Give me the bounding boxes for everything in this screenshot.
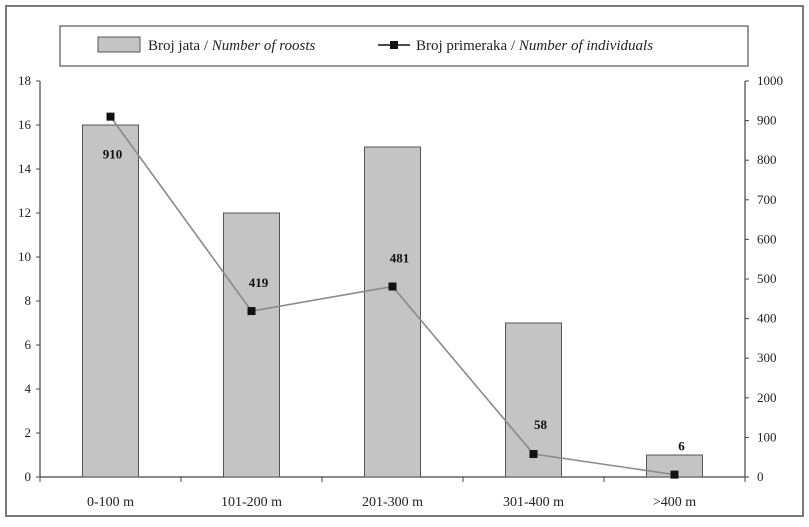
y-right-tick-label: 1000 [757, 73, 783, 88]
y-right-tick-label: 0 [757, 469, 764, 484]
y-left-tick-label: 10 [18, 249, 31, 264]
y-left-tick-label: 2 [25, 425, 32, 440]
y-left-tick-label: 6 [25, 337, 32, 352]
y-left-tick-label: 14 [18, 161, 32, 176]
y-left-tick-label: 18 [18, 73, 31, 88]
line-marker [670, 470, 679, 479]
line-series [106, 112, 679, 479]
y-right-tick-label: 900 [757, 113, 777, 128]
bar [223, 212, 280, 478]
x-tick-label: 101-200 m [221, 495, 282, 510]
y-left-tick-label: 12 [18, 205, 31, 220]
y-right-tick-label: 200 [757, 390, 777, 405]
axes: 0 2 4 6 8 10 12 14 16 18 0 100 200 300 400 500 600 700 800… [18, 73, 783, 510]
data-label: 481 [390, 251, 410, 266]
bar [364, 146, 421, 478]
y-left-tick-label: 16 [18, 117, 32, 132]
data-label: 58 [534, 417, 548, 432]
bar [82, 124, 139, 478]
line-marker [247, 307, 256, 316]
legend-line-label: Broj primeraka / Number of individuals [416, 38, 653, 54]
legend-bar-swatch [97, 36, 141, 53]
y-right-tick-label: 800 [757, 152, 777, 167]
data-labels: 910 419 481 58 6 [103, 147, 686, 454]
y-right-tick-label: 400 [757, 311, 777, 326]
y-right-tick-label: 600 [757, 231, 777, 246]
y-left-tick-label: 4 [25, 381, 32, 396]
legend: Broj jata / Number of roosts Broj primer… [59, 25, 749, 67]
line-marker [106, 112, 115, 121]
data-label: 6 [678, 439, 685, 454]
x-tick-label: 0-100 m [87, 495, 134, 510]
data-label: 910 [103, 147, 123, 162]
line-marker [388, 282, 397, 291]
y-left-tick-label: 8 [25, 293, 32, 308]
y-right-tick-label: 100 [757, 429, 777, 444]
legend-bar-label: Broj jata / Number of roosts [148, 38, 316, 54]
bar-series [82, 124, 703, 478]
x-tick-label: >400 m [653, 495, 696, 510]
x-tick-label: 301-400 m [503, 495, 564, 510]
y-right-tick-label: 700 [757, 192, 777, 207]
line-marker [529, 450, 538, 459]
data-label: 419 [249, 275, 269, 290]
legend-line-marker [390, 41, 398, 49]
y-right-tick-label: 300 [757, 350, 777, 365]
legend-box [59, 25, 749, 67]
x-tick-label: 201-300 m [362, 495, 423, 510]
y-left-tick-label: 0 [25, 469, 32, 484]
y-right-tick-label: 500 [757, 271, 777, 286]
